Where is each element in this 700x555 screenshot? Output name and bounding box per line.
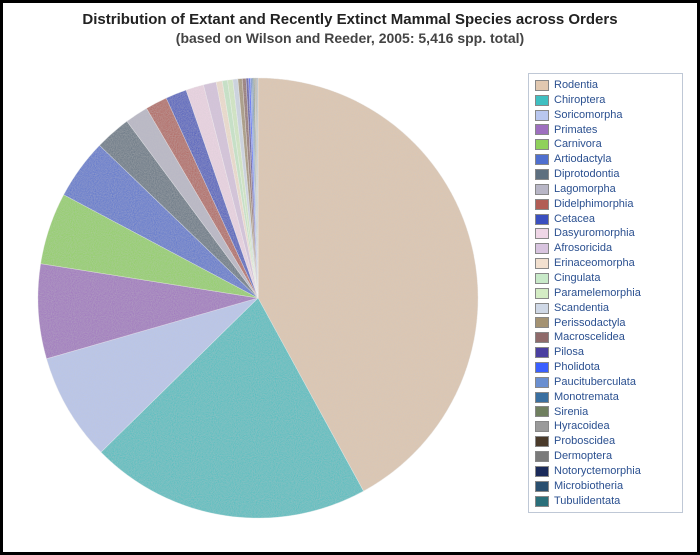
legend-item: Perissodactyla <box>533 316 678 331</box>
legend-label: Sirenia <box>554 405 588 420</box>
legend-swatch <box>535 139 549 150</box>
legend-swatch <box>535 481 549 492</box>
legend-swatch <box>535 377 549 388</box>
legend-label: Afrosoricida <box>554 241 612 256</box>
legend-label: Paramelemorphia <box>554 286 641 301</box>
pie-chart <box>23 63 493 533</box>
legend-item: Tubulidentata <box>533 494 678 509</box>
legend-item: Pholidota <box>533 360 678 375</box>
legend-swatch <box>535 421 549 432</box>
legend-item: Chiroptera <box>533 93 678 108</box>
legend-item: Macroscelidea <box>533 330 678 345</box>
legend-item: Notoryctemorphia <box>533 464 678 479</box>
legend-item: Proboscidea <box>533 434 678 449</box>
legend-swatch <box>535 303 549 314</box>
legend-label: Rodentia <box>554 78 598 93</box>
legend-swatch <box>535 436 549 447</box>
legend-item: Cingulata <box>533 271 678 286</box>
legend: RodentiaChiropteraSoricomorphaPrimatesCa… <box>528 73 683 513</box>
legend-item: Didelphimorphia <box>533 197 678 212</box>
legend-swatch <box>535 184 549 195</box>
legend-item: Dasyuromorphia <box>533 226 678 241</box>
legend-item: Artiodactyla <box>533 152 678 167</box>
legend-swatch <box>535 214 549 225</box>
legend-label: Carnivora <box>554 137 602 152</box>
legend-swatch <box>535 199 549 210</box>
legend-swatch <box>535 273 549 284</box>
legend-item: Hyracoidea <box>533 419 678 434</box>
legend-label: Macroscelidea <box>554 330 625 345</box>
legend-item: Scandentia <box>533 301 678 316</box>
legend-label: Lagomorpha <box>554 182 616 197</box>
legend-label: Cingulata <box>554 271 600 286</box>
legend-label: Dasyuromorphia <box>554 226 635 241</box>
legend-item: Carnivora <box>533 137 678 152</box>
legend-label: Pholidota <box>554 360 600 375</box>
legend-swatch <box>535 258 549 269</box>
legend-swatch <box>535 347 549 358</box>
legend-item: Microbiotheria <box>533 479 678 494</box>
chart-title: Distribution of Extant and Recently Exti… <box>3 11 697 30</box>
legend-swatch <box>535 317 549 328</box>
title-block: Distribution of Extant and Recently Exti… <box>3 3 697 47</box>
legend-item: Primates <box>533 123 678 138</box>
legend-item: Rodentia <box>533 78 678 93</box>
legend-item: Pilosa <box>533 345 678 360</box>
legend-swatch <box>535 466 549 477</box>
legend-label: Hyracoidea <box>554 419 610 434</box>
legend-item: Cetacea <box>533 212 678 227</box>
legend-label: Notoryctemorphia <box>554 464 641 479</box>
legend-label: Microbiotheria <box>554 479 623 494</box>
legend-item: Diprotodontia <box>533 167 678 182</box>
legend-label: Primates <box>554 123 597 138</box>
legend-swatch <box>535 228 549 239</box>
legend-swatch <box>535 243 549 254</box>
legend-label: Erinaceomorpha <box>554 256 635 271</box>
legend-item: Paucituberculata <box>533 375 678 390</box>
legend-swatch <box>535 496 549 507</box>
legend-label: Perissodactyla <box>554 316 626 331</box>
legend-swatch <box>535 154 549 165</box>
legend-item: Dermoptera <box>533 449 678 464</box>
legend-label: Cetacea <box>554 212 595 227</box>
legend-label: Proboscidea <box>554 434 615 449</box>
legend-swatch <box>535 80 549 91</box>
legend-item: Paramelemorphia <box>533 286 678 301</box>
legend-swatch <box>535 110 549 121</box>
legend-swatch <box>535 95 549 106</box>
legend-label: Scandentia <box>554 301 609 316</box>
legend-label: Monotremata <box>554 390 619 405</box>
legend-swatch <box>535 288 549 299</box>
legend-item: Sirenia <box>533 405 678 420</box>
legend-swatch <box>535 124 549 135</box>
legend-label: Tubulidentata <box>554 494 620 509</box>
legend-item: Soricomorpha <box>533 108 678 123</box>
legend-swatch <box>535 362 549 373</box>
legend-label: Artiodactyla <box>554 152 611 167</box>
legend-label: Chiroptera <box>554 93 605 108</box>
legend-label: Paucituberculata <box>554 375 636 390</box>
legend-swatch <box>535 332 549 343</box>
legend-label: Pilosa <box>554 345 584 360</box>
legend-item: Erinaceomorpha <box>533 256 678 271</box>
legend-item: Monotremata <box>533 390 678 405</box>
legend-swatch <box>535 169 549 180</box>
legend-swatch <box>535 392 549 403</box>
chart-subtitle: (based on Wilson and Reeder, 2005: 5,416… <box>3 30 697 48</box>
legend-label: Dermoptera <box>554 449 612 464</box>
legend-swatch <box>535 451 549 462</box>
legend-label: Didelphimorphia <box>554 197 634 212</box>
legend-swatch <box>535 406 549 417</box>
legend-label: Soricomorpha <box>554 108 622 123</box>
legend-item: Lagomorpha <box>533 182 678 197</box>
legend-label: Diprotodontia <box>554 167 619 182</box>
chart-frame: Distribution of Extant and Recently Exti… <box>0 0 700 555</box>
legend-item: Afrosoricida <box>533 241 678 256</box>
